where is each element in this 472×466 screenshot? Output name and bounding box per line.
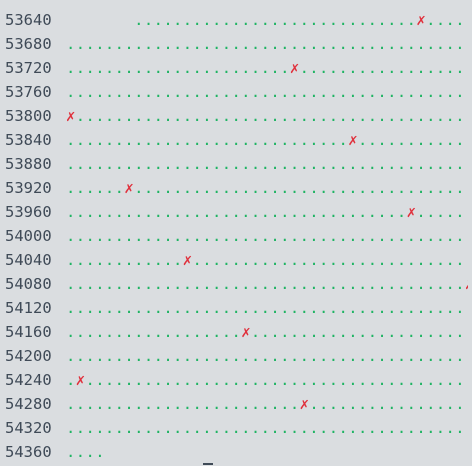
map-row: 54320...................................… <box>0 416 472 440</box>
row-cells: ........................✗...............… <box>66 395 468 413</box>
map-row: 53880...................................… <box>0 152 472 176</box>
failure-marker-icon: ✗ <box>406 203 417 221</box>
row-cells: ..................✗.....................… <box>66 323 468 341</box>
failure-marker-icon: ✗ <box>348 131 358 149</box>
row-cells: .......................✗................… <box>66 59 468 77</box>
failure-marker-icon: ✗ <box>124 179 135 197</box>
map-row: 53960...................................… <box>0 200 472 224</box>
row-address: 53840 <box>5 131 52 149</box>
row-cells: ........................................… <box>66 35 468 53</box>
map-row: 54240 .✗.................................… <box>0 368 472 392</box>
row-cells: ........................................… <box>66 299 468 317</box>
row-cells: ........................................… <box>66 347 468 365</box>
map-row: 53760...................................… <box>0 80 472 104</box>
row-cells: .............................✗...... <box>66 11 468 29</box>
row-cells: ✗.......................................… <box>66 107 468 125</box>
row-address: 54000 <box>5 227 52 245</box>
failure-marker-icon: ✗ <box>182 251 193 269</box>
row-cells: ............✗...........................… <box>66 251 468 269</box>
row-address: 54160 <box>5 323 52 341</box>
row-address: 53800 <box>5 107 52 125</box>
failure-marker-icon: ✗ <box>66 107 76 125</box>
map-row: 54280 ........................✗..........… <box>0 392 472 416</box>
failure-marker-icon: ✗ <box>289 59 300 77</box>
row-address: 54280 <box>5 395 52 413</box>
map-row: 54360.... <box>0 440 472 464</box>
row-address: 53720 <box>5 59 52 77</box>
row-address: 53960 <box>5 203 52 221</box>
row-cells: ........................................… <box>66 227 468 245</box>
row-cells: .............................✗..........… <box>66 131 468 149</box>
row-address: 54240 <box>5 371 52 389</box>
row-address: 53760 <box>5 83 52 101</box>
map-row: 54000...................................… <box>0 224 472 248</box>
row-cells: ........................................… <box>66 419 468 437</box>
row-address: 54320 <box>5 419 52 437</box>
row-cells: ...................................✗....… <box>66 203 468 221</box>
row-address: 53680 <box>5 35 52 53</box>
row-address: 54080 <box>5 275 52 293</box>
failure-marker-icon: ✗ <box>465 275 468 293</box>
map-row: 54080...................................… <box>0 272 472 296</box>
row-cells: ........................................… <box>66 83 468 101</box>
map-row: 54200...................................… <box>0 344 472 368</box>
failure-marker-icon: ✗ <box>241 323 251 341</box>
row-cells: ........................................… <box>66 155 468 173</box>
row-address: 54120 <box>5 299 52 317</box>
row-address: 54040 <box>5 251 52 269</box>
map-row: 53720 .......................✗...........… <box>0 56 472 80</box>
map-row: 53800 ✗..................................… <box>0 104 472 128</box>
map-row: 54120...................................… <box>0 296 472 320</box>
row-address: 53920 <box>5 179 52 197</box>
row-address: 53640 <box>5 11 52 29</box>
row-cells: .✗......................................… <box>66 371 468 389</box>
map-row: 53840 .............................✗.....… <box>0 128 472 152</box>
row-cells: ......✗.................................… <box>66 179 468 197</box>
map-row: 53640 .............................✗....… <box>0 8 472 32</box>
map-row: 54040 ............✗......................… <box>0 248 472 272</box>
row-address: 53880 <box>5 155 52 173</box>
failure-marker-icon: ✗ <box>75 371 86 389</box>
failure-marker-icon: ✗ <box>299 395 310 413</box>
row-cells: .... <box>66 443 105 461</box>
map-row: 53920 ......✗............................… <box>0 176 472 200</box>
row-cells: ........................................… <box>66 272 468 296</box>
failure-marker-icon: ✗ <box>416 11 427 29</box>
row-address: 54360 <box>5 443 52 461</box>
map-row: 54160 ..................✗................… <box>0 320 472 344</box>
map-row: 53680...................................… <box>0 32 472 56</box>
row-address: 54200 <box>5 347 52 365</box>
text-cursor <box>203 463 213 465</box>
